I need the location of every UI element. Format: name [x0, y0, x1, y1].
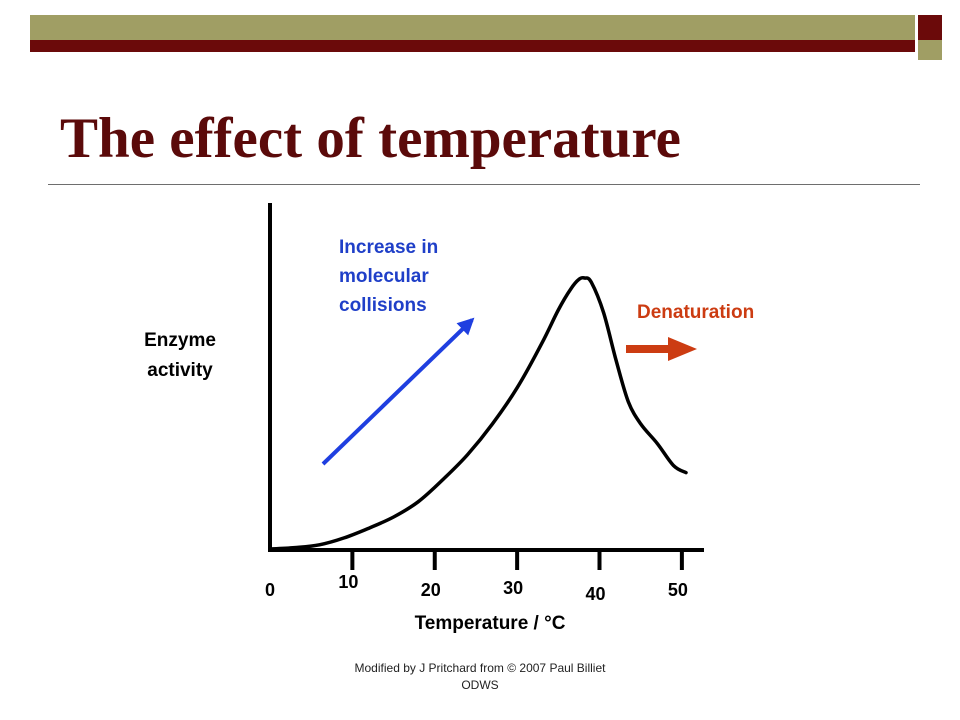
footer-credit-line1: Modified by J Pritchard from © 2007 Paul…	[354, 661, 606, 675]
annotation-collisions-line1: Increase in	[339, 237, 438, 258]
corner-square-olive	[918, 40, 942, 60]
annotation-collisions-line2: molecular	[339, 266, 429, 287]
molecular-collisions-arrow	[321, 317, 475, 466]
footer-credit-line2: ODWS	[461, 678, 499, 692]
corner-square-maroon	[918, 15, 942, 40]
x-tick-label-0: 0	[265, 580, 275, 600]
x-axis-tick-labels: 0 10 20 30 40 50	[265, 572, 688, 604]
olive-band	[30, 15, 915, 40]
y-axis-title-line2: activity	[147, 360, 213, 381]
title-decoration-bars	[30, 15, 942, 60]
x-tick-label-20: 20	[421, 580, 441, 600]
annotation-denaturation: Denaturation	[637, 302, 754, 323]
annotation-collisions-line3: collisions	[339, 295, 427, 316]
x-tick-label-40: 40	[585, 584, 605, 604]
x-tick-label-10: 10	[338, 572, 358, 592]
denaturation-arrow	[626, 337, 697, 361]
x-axis-title: Temperature / °C	[415, 613, 566, 634]
title-divider	[48, 184, 920, 185]
footer-credit: Modified by J Pritchard from © 2007 Paul…	[330, 660, 630, 694]
x-axis-ticks	[350, 551, 684, 570]
maroon-band	[30, 40, 915, 52]
activity-curve	[268, 275, 688, 551]
y-axis-title-line1: Enzyme	[144, 330, 216, 351]
slide-title: The effect of temperature	[60, 107, 681, 170]
x-tick-label-50: 50	[668, 580, 688, 600]
x-tick-label-30: 30	[503, 578, 523, 598]
